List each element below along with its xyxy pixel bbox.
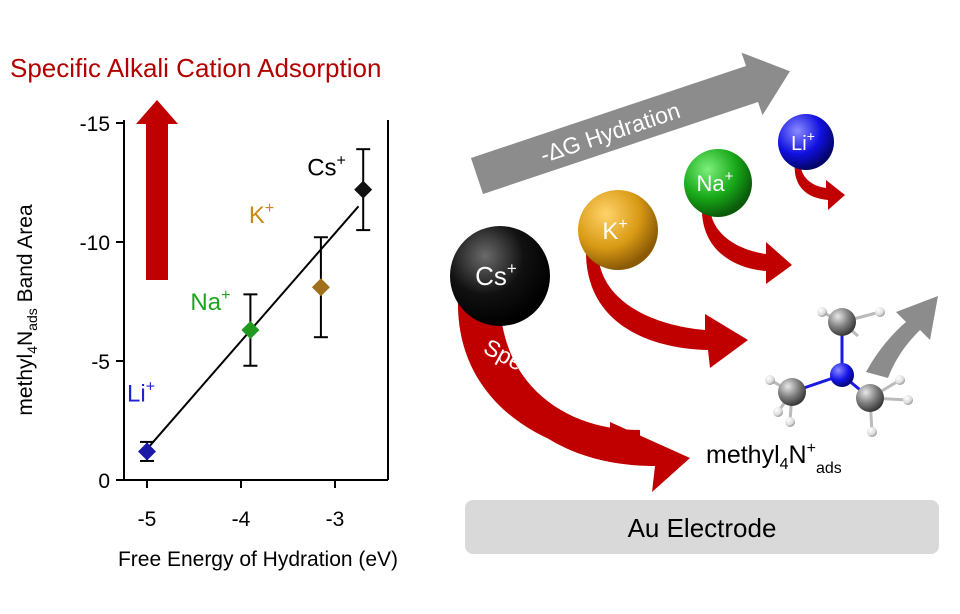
tetramethylammonium-molecule <box>765 307 913 437</box>
cs-adsorption-arrow-body <box>457 298 640 460</box>
electrode-label: Au Electrode <box>628 513 777 543</box>
li-adsorption-arrow <box>794 160 845 210</box>
cation-li-label: Li <box>791 133 807 155</box>
desorption-arrow <box>866 296 938 378</box>
y-tick-label: -10 <box>80 232 110 255</box>
chart: -15 -10 -5 0 -5 -4 -3 Li+ Na+ K+ Cs+ Free Energy… <box>14 113 398 571</box>
point-label-k: K+ <box>249 200 274 229</box>
x-tick-label: -4 <box>232 508 251 531</box>
adsorption-up-arrow <box>136 100 178 280</box>
point-label-na: Na+ <box>190 287 230 316</box>
y-axis-label: methyl4Nads Band Area <box>14 204 40 416</box>
headline: Specific Alkali Cation Adsorption <box>10 53 381 83</box>
svg-text:Na+: Na+ <box>697 168 734 196</box>
svg-text:K+: K+ <box>602 216 627 245</box>
x-tick-label: -5 <box>138 508 157 531</box>
y-tick-label: -5 <box>91 351 110 374</box>
svg-text:Cs+: Cs+ <box>475 259 517 291</box>
y-tick-label: 0 <box>98 470 110 493</box>
cation-cs-label: Cs <box>475 261 507 291</box>
cation-k-label: K <box>602 218 618 245</box>
svg-text:Li+: Li+ <box>791 128 815 155</box>
point-label-li: Li+ <box>127 378 155 407</box>
data-point-cs <box>354 180 373 199</box>
au-electrode <box>465 500 939 554</box>
na-adsorption-arrow <box>701 205 792 284</box>
data-point-li <box>138 442 156 461</box>
x-axis-label: Free Energy of Hydration (eV) <box>118 548 398 571</box>
cation-k: K+ <box>578 190 658 270</box>
data-point-na <box>241 321 260 340</box>
cation-na-label: Na <box>697 171 726 196</box>
data-point-k <box>311 278 330 297</box>
y-tick-label: -15 <box>80 113 110 136</box>
cation-na: Na+ <box>684 149 752 217</box>
x-tick-label: -3 <box>326 508 345 531</box>
k-adsorption-arrow <box>585 250 748 368</box>
molecule-label: methyl4N+ads <box>706 440 842 477</box>
point-label-cs: Cs+ <box>307 153 346 182</box>
cation-cs: Cs+ <box>450 226 550 326</box>
cation-li: Li+ <box>778 114 834 170</box>
